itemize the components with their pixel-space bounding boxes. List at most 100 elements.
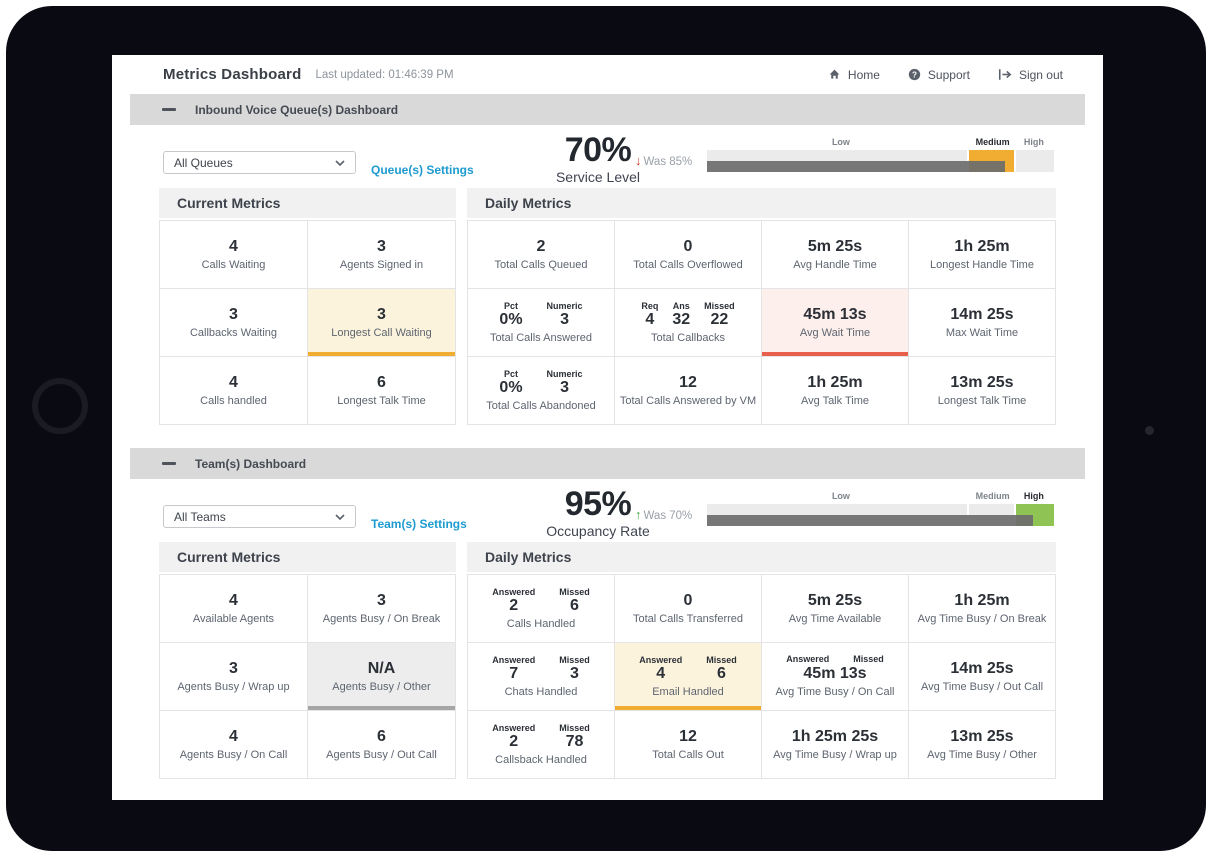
- queues-kpi: 70% ↓ Was 85% Service Level: [483, 131, 713, 186]
- device-bezel: Metrics Dashboard Last updated: 01:46:39…: [6, 6, 1206, 851]
- metric-label: Callbacks Waiting: [189, 327, 277, 339]
- metric-sub-label: Req: [641, 300, 659, 311]
- gauge-label-low: Low: [831, 137, 850, 147]
- metric-sub-value: 7: [509, 664, 519, 682]
- metric-value: 3: [377, 592, 386, 609]
- panel-header: Daily Metrics: [467, 542, 1056, 572]
- metric-label: Avg Time Busy / Out Call: [920, 681, 1044, 693]
- metric-cell: 3 Agents Signed in: [308, 221, 455, 288]
- metric-label: Total Calls Abandoned: [486, 399, 596, 412]
- metric-value: 5m 25s: [807, 238, 863, 255]
- panel-title: Current Metrics: [177, 549, 281, 565]
- metric-cell: 3 Agents Busy / Wrap up: [160, 643, 307, 710]
- metric-sub-value: 6: [570, 596, 579, 614]
- metric-sub-pair: Answered: [786, 654, 829, 664]
- teams-settings-link[interactable]: Team(s) Settings: [371, 517, 467, 531]
- metric-cell: 4 Agents Busy / On Call: [160, 711, 307, 778]
- chevron-down-icon: [335, 159, 345, 166]
- sections-container: Inbound Voice Queue(s) Dashboard All Queu…: [112, 94, 1103, 779]
- kpi-label: Service Level: [555, 169, 641, 185]
- metric-sub-label: Answered: [492, 722, 536, 733]
- nav-home[interactable]: Home: [828, 68, 880, 82]
- metric-cell: Pct 0% Numeric 3 Total Calls Abandoned: [468, 357, 614, 424]
- metric-sub-pair: Numeric 3: [547, 369, 583, 397]
- kpi-trend: ↓ Was 85%: [635, 153, 692, 168]
- metric-cell: Req 4 Ans 32 Missed 22 Total Callbacks: [615, 289, 761, 356]
- metric-value: 13m 25s: [950, 728, 1014, 745]
- metric-cell: 1h 25m Longest Handle Time: [909, 221, 1055, 288]
- teams-panels: Current Metrics 4 Available Agents 3 Agents …: [159, 542, 1103, 779]
- metric-sub-label: Missed: [559, 722, 590, 733]
- metric-cell: 45m 13s Avg Wait Time: [762, 289, 908, 356]
- metric-cell: 5m 25s Avg Handle Time: [762, 221, 908, 288]
- page-title: Metrics Dashboard: [163, 66, 302, 83]
- metric-sub-pair: Missed 6: [559, 587, 590, 615]
- panel-title: Current Metrics: [177, 195, 281, 211]
- metric-cell: 14m 25s Max Wait Time: [909, 289, 1055, 356]
- gauge-label-high: High: [1023, 491, 1044, 501]
- metric-sub-label: Ans: [672, 300, 690, 311]
- metric-value: 3: [377, 306, 386, 323]
- collapse-icon[interactable]: [162, 108, 176, 111]
- queues-panels: Current Metrics 4 Calls Waiting 3 Agents Sig…: [159, 188, 1103, 425]
- svg-text:?: ?: [912, 70, 917, 79]
- section-gap: [112, 425, 1103, 448]
- metric-sub-label: Answered: [786, 654, 830, 664]
- kpi-trend: ↑ Was 70%: [635, 507, 692, 522]
- metric-label: Available Agents: [192, 613, 275, 625]
- metric-label: Calls handled: [200, 395, 267, 407]
- daily-metrics-panel: Daily Metrics 2 Total Calls Queued 0 Total C…: [467, 188, 1056, 425]
- metric-sub-values: Answered 2 Missed 6: [492, 587, 590, 615]
- metric-label: Avg Talk Time: [800, 395, 870, 407]
- metric-cell: 13m 25s Longest Talk Time: [909, 357, 1055, 424]
- nav-support[interactable]: ? Support: [908, 68, 970, 82]
- nav-sign-out[interactable]: Sign out: [998, 68, 1063, 82]
- metric-sub-pair: Pct 0%: [499, 301, 522, 329]
- metric-label: Total Calls Answered by VM: [619, 395, 757, 407]
- metric-sub-label: Missed: [559, 586, 590, 597]
- metric-label: Avg Time Busy / On Break: [917, 613, 1047, 625]
- teams-gauge: Low Medium High: [707, 491, 1054, 526]
- metric-label: Agents Busy / On Break: [322, 613, 441, 625]
- metric-sub-pair: Missed 3: [559, 655, 590, 683]
- metric-sub-values: Pct 0% Numeric 3: [499, 301, 582, 329]
- metric-sub-value: 4: [645, 310, 655, 328]
- queues-settings-link[interactable]: Queue(s) Settings: [371, 163, 474, 177]
- metric-cell: 1h 25m Avg Talk Time: [762, 357, 908, 424]
- kpi-was: Was 85%: [643, 156, 693, 168]
- teams-selector[interactable]: All Teams: [163, 505, 356, 528]
- kpi-label: Occupancy Rate: [546, 523, 650, 539]
- metric-label: Agents Signed in: [339, 259, 424, 271]
- nav-home-label: Home: [847, 67, 880, 82]
- metric-cell: 12 Total Calls Out: [615, 711, 761, 778]
- metric-cell: 4 Available Agents: [160, 575, 307, 642]
- collapse-icon[interactable]: [162, 462, 176, 465]
- panel-header: Current Metrics: [159, 188, 456, 218]
- metric-sub-value: 4: [656, 664, 666, 682]
- metric-sub-values: Req 4 Ans 32 Missed 22: [641, 301, 734, 329]
- metrics-grid: 4 Calls Waiting 3 Agents Signed in 3 Callback…: [159, 220, 456, 425]
- metric-sub-pair: Missed 6: [706, 655, 737, 683]
- kpi-was: Was 70%: [643, 510, 693, 522]
- metric-sub-pair: Ans 32: [672, 301, 690, 329]
- gauge-track: [707, 150, 1054, 172]
- metric-cell: 1h 25m 25s Avg Time Busy / Wrap up: [762, 711, 908, 778]
- metric-value: 1h 25m: [954, 592, 1010, 609]
- camera-icon: [32, 378, 88, 434]
- kpi-value: 70%: [564, 131, 632, 169]
- metric-value: 3: [229, 306, 238, 323]
- metric-label: Total Calls Overflowed: [633, 259, 743, 271]
- queues-selector[interactable]: All Queues: [163, 151, 356, 174]
- metric-sub-pair: Answered 2: [492, 587, 535, 615]
- metric-sub-pair: Req 4: [641, 301, 658, 329]
- metric-value: 3: [377, 238, 386, 255]
- gauge-label-high: High: [1023, 137, 1044, 147]
- metric-sub-pair: Missed: [853, 654, 884, 664]
- metrics-grid: Answered 2 Missed 6 Calls Handled 0 Total Call…: [467, 574, 1056, 779]
- metric-cell: Answered 7 Missed 3 Chats Handled: [468, 643, 614, 710]
- metric-sub-values: Answered 2 Missed 78: [492, 723, 590, 751]
- metric-sub-label: Pct: [503, 300, 518, 311]
- metric-cell: 4 Calls Waiting: [160, 221, 307, 288]
- metric-value: 1h 25m 25s: [791, 728, 879, 745]
- kpi-value: 95%: [564, 485, 632, 523]
